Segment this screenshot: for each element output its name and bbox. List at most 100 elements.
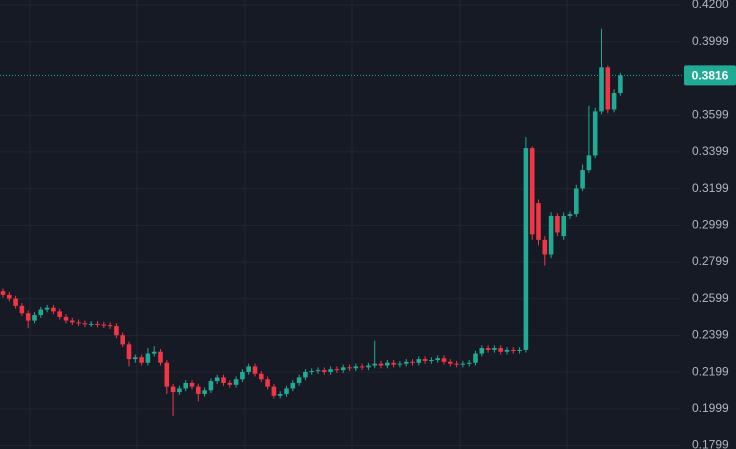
candle-body [32,315,37,321]
candle-body [277,393,283,396]
candle-body [82,323,88,325]
candle-body [435,358,440,361]
candle-body [221,377,226,383]
candle-body [366,365,371,368]
candle-body [605,67,611,110]
candle-body [460,363,466,365]
candle-body [328,369,333,372]
vertical-grid [29,0,568,449]
candle-body [504,349,510,352]
candle-body [265,379,270,387]
candle-body [492,348,497,350]
candle-body [95,323,100,325]
candle-body [517,349,522,351]
candle-body [347,367,352,369]
candle-body [158,351,163,363]
candle-body [240,371,245,380]
candle-body [592,111,598,156]
candle-body [252,366,258,374]
candle-body [473,353,478,363]
candle-body [322,370,327,372]
candle-body [170,386,176,393]
candle-body [586,155,592,171]
candle-body [485,348,491,350]
candle-body [372,363,377,366]
y-tick-label: 0.1999 [692,401,729,415]
candle-body [498,348,503,352]
candle-body [574,188,579,215]
y-tick-label: 0.4200 [692,0,729,11]
candle-body [599,67,604,112]
candle-body [38,309,44,316]
candle-body [164,362,170,387]
candle-body [378,363,384,366]
candle-body [296,377,302,383]
candle-body [227,382,233,385]
candle-body [51,307,56,312]
candle-body [290,382,296,389]
candle-body [189,382,195,387]
candle-body [233,379,239,385]
candle-body [422,359,428,361]
candle-body [359,366,365,368]
candle-body [429,360,434,362]
candle-body [403,361,409,364]
candle-body [202,390,207,394]
y-tick-label: 0.3399 [692,144,729,158]
y-tick-label: 0.2799 [692,254,729,268]
candle-body [454,363,459,365]
candle-body [214,377,220,382]
candle-body [284,388,289,394]
candle-body [177,388,182,393]
y-tick-label: 0.2599 [692,291,729,305]
y-tick-label: 0.2399 [692,328,729,342]
candle-body [19,305,25,314]
candle-body [561,215,566,237]
candle-body [466,362,472,364]
candle-body [196,386,201,394]
candle-body [303,371,308,378]
candle-body [334,369,340,371]
candle-body [246,366,251,372]
y-tick-label: 0.3999 [692,34,729,48]
candle-body [618,75,623,94]
candle-body [151,351,157,354]
candle-body [315,370,321,372]
candle-body [580,170,585,189]
candle-body [410,361,415,363]
candle-body [13,298,18,306]
candle-body [208,381,214,391]
y-tick-label: 0.2999 [692,217,729,231]
candle-body [611,93,617,110]
candle-body [114,326,119,336]
candle-body [133,357,138,360]
candle-body [353,366,359,369]
candle-body [88,323,94,325]
candle-body [391,362,396,365]
candle-body [25,313,31,321]
candle-body [76,322,81,324]
candle-body [548,215,554,255]
candle-body [448,361,453,364]
candle-body [441,358,447,362]
candle-body [259,373,264,380]
candle-body [44,307,50,310]
y-tick-label: 0.3199 [692,181,729,195]
candle-body [107,325,113,327]
candle-body [555,215,560,233]
candle-body [397,363,403,365]
candle-body [309,371,314,373]
candle-body [542,239,548,255]
candle-body [145,353,151,363]
candle-body [0,291,6,295]
candle-body [523,148,529,350]
candle-body [139,357,144,363]
candle-body [567,214,573,216]
candle-body [536,203,541,240]
candle-body [416,359,422,363]
candle-body [511,349,516,351]
y-tick-label: 0.3599 [692,107,729,121]
candle-body [183,382,188,389]
